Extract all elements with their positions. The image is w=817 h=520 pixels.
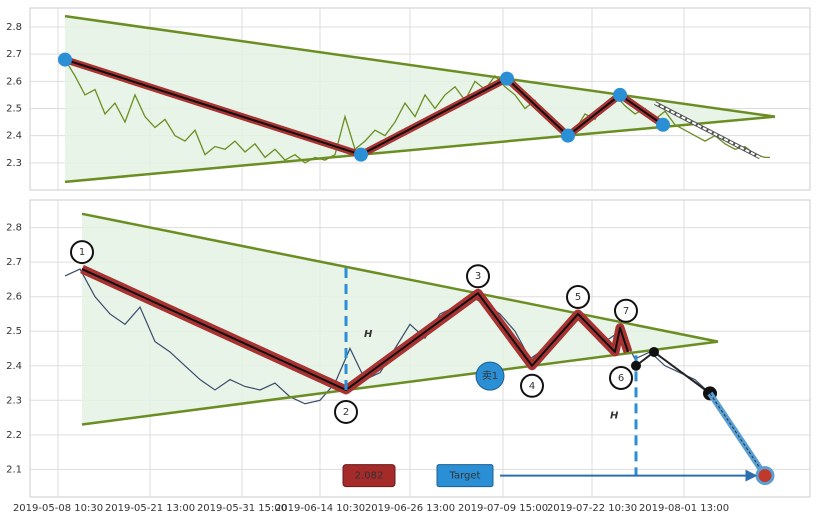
point-label-circle	[520, 373, 544, 398]
pivot-marker	[561, 128, 575, 143]
point-label-circle	[466, 264, 490, 289]
triangle-lower	[81, 340, 719, 426]
signal-marker	[475, 361, 505, 391]
pivot-marker	[656, 117, 670, 132]
pivot-marker	[58, 52, 72, 67]
target-value-box	[342, 464, 396, 488]
height-label: H	[364, 329, 373, 340]
triangle-fill	[82, 213, 718, 425]
pivot-marker	[613, 87, 627, 102]
x-tick-label: 2019-08-01 13:00	[639, 503, 729, 514]
y-tick-label: 2.5	[6, 326, 22, 337]
pivot-marker	[354, 147, 368, 162]
target-button	[436, 464, 494, 488]
point-label: 6	[618, 373, 624, 384]
point-label: 2	[343, 407, 349, 418]
y-tick-label: 2.5	[6, 104, 22, 115]
y-tick-label: 2.3	[6, 395, 22, 406]
point-label-circle	[614, 298, 638, 323]
target-point	[755, 466, 775, 486]
y-tick-label: 2.2	[6, 430, 22, 441]
point-label: 4	[529, 381, 535, 392]
x-tick-label: 2019-06-14 10:30	[275, 503, 365, 514]
target-value: 2.082	[355, 471, 384, 482]
point-label: 7	[623, 306, 629, 317]
y-tick-label: 2.4	[6, 361, 22, 372]
point-label-circle	[334, 399, 358, 424]
x-tick-label: 2019-06-26 13:00	[365, 503, 455, 514]
projection-point	[631, 360, 641, 371]
point-label: 5	[575, 292, 581, 303]
signal-label: 卖1	[482, 370, 498, 382]
triangle-upper	[81, 212, 719, 343]
x-tick-label: 2019-07-22 10:30	[547, 503, 637, 514]
y-tick-label: 2.8	[6, 22, 22, 33]
y-tick-label: 2.6	[6, 292, 22, 303]
pivot-marker	[500, 71, 514, 86]
point-label-circle	[566, 284, 590, 309]
height-label: H	[610, 410, 619, 421]
target-path-inner	[709, 393, 766, 476]
y-tick-label: 2.1	[6, 464, 22, 475]
triangle-fill	[65, 16, 775, 182]
zigzag-inner	[81, 268, 629, 391]
y-tick-label: 2.4	[6, 131, 22, 142]
y-tick-label: 2.7	[6, 257, 22, 268]
x-tick-label: 2019-05-08 10:30	[13, 503, 103, 514]
x-tick-label: 2019-05-31 15:00	[197, 503, 287, 514]
y-tick-label: 2.8	[6, 223, 22, 234]
point-label: 1	[79, 247, 85, 258]
zigzag-inner	[64, 58, 664, 156]
point-label-circle	[609, 365, 633, 390]
x-tick-label: 2019-05-21 13:00	[105, 503, 195, 514]
point-label: 3	[475, 271, 481, 282]
y-tick-label: 2.3	[6, 158, 22, 169]
y-tick-label: 2.7	[6, 49, 22, 60]
y-tick-label: 2.6	[6, 76, 22, 87]
projection-point	[649, 346, 659, 357]
point-label-circle	[70, 240, 94, 265]
x-tick-label: 2019-07-09 15:00	[458, 503, 548, 514]
triangle-upper	[64, 14, 776, 118]
projection	[654, 102, 761, 159]
target-label: Target	[449, 471, 481, 482]
